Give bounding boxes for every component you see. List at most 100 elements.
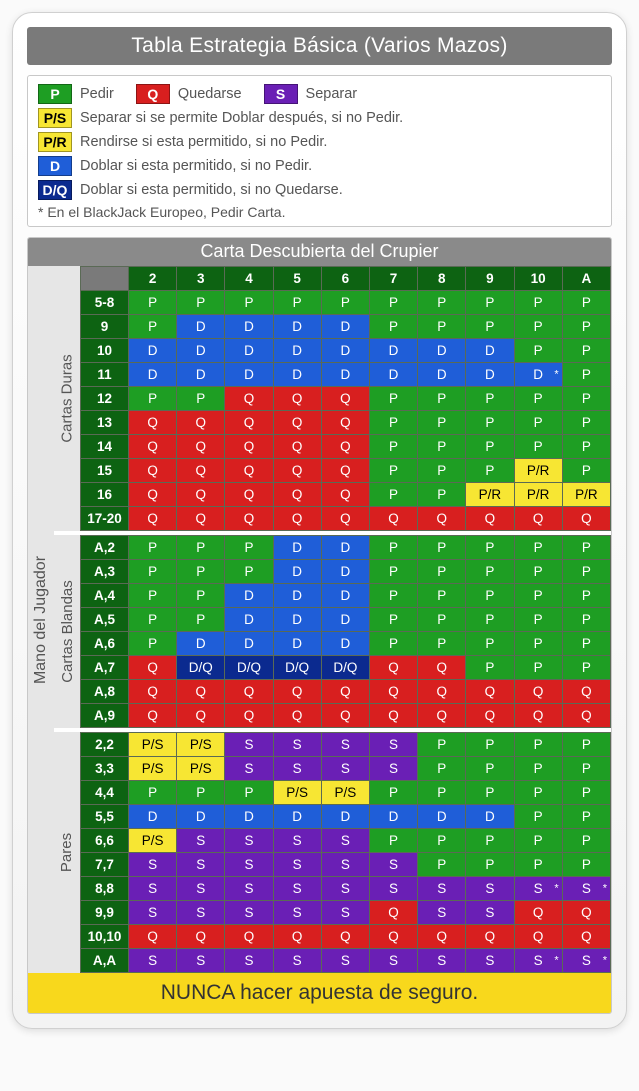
legend-chip: P/S bbox=[38, 108, 72, 128]
strategy-cell: P bbox=[369, 632, 417, 656]
strategy-cell: S* bbox=[514, 877, 562, 901]
strategy-cell: D bbox=[177, 339, 225, 363]
table-row: 3,3P/SP/SSSSSPPPP bbox=[81, 757, 611, 781]
strategy-cell: Q bbox=[514, 704, 562, 728]
strategy-cell: Q bbox=[273, 507, 321, 531]
strategy-cell: P bbox=[562, 656, 610, 680]
strategy-cell: S bbox=[466, 877, 514, 901]
strategy-cell: P bbox=[369, 536, 417, 560]
strategy-cell: P bbox=[418, 560, 466, 584]
strategy-cell: P bbox=[514, 560, 562, 584]
strategy-cell: S bbox=[177, 949, 225, 973]
strategy-cell: Q bbox=[562, 680, 610, 704]
table-row: 15QQQQQPPPP/RP bbox=[81, 459, 611, 483]
strategy-cell: P/R bbox=[562, 483, 610, 507]
player-row-label: 17-20 bbox=[81, 507, 129, 531]
strategy-card: Tabla Estrategia Básica (Varios Mazos) P… bbox=[12, 12, 627, 1029]
strategy-cell: P bbox=[418, 411, 466, 435]
strategy-cell: Q bbox=[225, 411, 273, 435]
strategy-cell: S bbox=[225, 733, 273, 757]
player-row-label: 7,7 bbox=[81, 853, 129, 877]
strategy-cell: P bbox=[129, 291, 177, 315]
strategy-cell: P bbox=[514, 339, 562, 363]
legend-footnote: * En el BlackJack Europeo, Pedir Carta. bbox=[38, 204, 601, 220]
strategy-cell: Q bbox=[321, 459, 369, 483]
strategy-cell: Q bbox=[466, 507, 514, 531]
strategy-cell: P bbox=[418, 536, 466, 560]
strategy-cell: P bbox=[562, 315, 610, 339]
strategy-cell: S* bbox=[562, 877, 610, 901]
table-row: 10,10QQQQQQQQQQ bbox=[81, 925, 611, 949]
strategy-cell: P bbox=[369, 459, 417, 483]
strategy-cell: P bbox=[562, 805, 610, 829]
strategy-cell: S bbox=[273, 853, 321, 877]
strategy-cell: Q bbox=[321, 411, 369, 435]
chart-section: Pares2,2P/SP/SSSSSPPPP3,3P/SP/SSSSSPPPP4… bbox=[54, 728, 611, 973]
legend-label: Quedarse bbox=[178, 86, 242, 102]
strategy-cell: D/Q bbox=[321, 656, 369, 680]
strategy-cell: D bbox=[273, 536, 321, 560]
strategy-cell: D bbox=[369, 363, 417, 387]
strategy-cell: P bbox=[418, 584, 466, 608]
strategy-cell: Q bbox=[514, 901, 562, 925]
strategy-cell: P bbox=[177, 291, 225, 315]
strategy-cell: S bbox=[273, 733, 321, 757]
strategy-cell: S bbox=[177, 829, 225, 853]
strategy-cell: S bbox=[129, 853, 177, 877]
player-row-label: 10,10 bbox=[81, 925, 129, 949]
strategy-cell: P bbox=[514, 435, 562, 459]
strategy-cell: P bbox=[514, 632, 562, 656]
strategy-cell: P bbox=[514, 733, 562, 757]
legend-label: Doblar si esta permitido, si no Quedarse… bbox=[80, 182, 343, 198]
strategy-cell: S bbox=[418, 901, 466, 925]
footnote-star-icon: * bbox=[554, 883, 558, 894]
player-row-label: A,8 bbox=[81, 680, 129, 704]
strategy-cell: Q bbox=[369, 901, 417, 925]
strategy-cell: Q bbox=[225, 680, 273, 704]
legend-label: Separar si se permite Doblar después, si… bbox=[80, 110, 403, 126]
strategy-cell: P bbox=[466, 411, 514, 435]
strategy-cell: P bbox=[129, 560, 177, 584]
strategy-cell: S bbox=[369, 733, 417, 757]
strategy-cell: P bbox=[562, 411, 610, 435]
legend-label: Doblar si esta permitido, si no Pedir. bbox=[80, 158, 312, 174]
section-label-container: Cartas Blandas bbox=[54, 535, 80, 728]
table-row: A,4PPDDDPPPPP bbox=[81, 584, 611, 608]
strategy-cell: Q bbox=[418, 925, 466, 949]
strategy-cell: S bbox=[225, 949, 273, 973]
strategy-cell: Q bbox=[177, 680, 225, 704]
strategy-cell: D bbox=[225, 584, 273, 608]
strategy-cell: P bbox=[514, 291, 562, 315]
strategy-cell: Q bbox=[369, 680, 417, 704]
dealer-column-header: 5 bbox=[273, 267, 321, 291]
strategy-cell: P bbox=[466, 656, 514, 680]
strategy-cell: P bbox=[514, 536, 562, 560]
table-row: A,ASSSSSSSSS*S* bbox=[81, 949, 611, 973]
strategy-cell: P bbox=[514, 411, 562, 435]
section-label-container: Cartas Duras bbox=[54, 266, 80, 531]
strategy-cell: D bbox=[129, 363, 177, 387]
strategy-cell: Q bbox=[418, 704, 466, 728]
strategy-cell: D bbox=[177, 805, 225, 829]
table-row: 16QQQQQPPP/RP/RP/R bbox=[81, 483, 611, 507]
strategy-cell: P/S bbox=[129, 829, 177, 853]
strategy-cell: Q bbox=[514, 507, 562, 531]
strategy-cell: S bbox=[225, 829, 273, 853]
player-row-label: A,A bbox=[81, 949, 129, 973]
table-row: 9PDDDDPPPPP bbox=[81, 315, 611, 339]
strategy-cell: P bbox=[418, 733, 466, 757]
strategy-table: 2,2P/SP/SSSSSPPPP3,3P/SP/SSSSSPPPP4,4PPP… bbox=[80, 732, 611, 973]
strategy-cell: D bbox=[273, 363, 321, 387]
strategy-cell: P bbox=[369, 435, 417, 459]
strategy-cell: Q bbox=[466, 925, 514, 949]
strategy-cell: Q bbox=[418, 680, 466, 704]
table-row: 10DDDDDDDDPP bbox=[81, 339, 611, 363]
strategy-cell: P bbox=[466, 757, 514, 781]
strategy-cell: S bbox=[129, 949, 177, 973]
strategy-cell: P bbox=[369, 411, 417, 435]
strategy-cell: P/R bbox=[466, 483, 514, 507]
strategy-cell: S bbox=[466, 901, 514, 925]
strategy-cell: P bbox=[369, 781, 417, 805]
strategy-cell: S bbox=[225, 877, 273, 901]
strategy-cell: P bbox=[369, 608, 417, 632]
